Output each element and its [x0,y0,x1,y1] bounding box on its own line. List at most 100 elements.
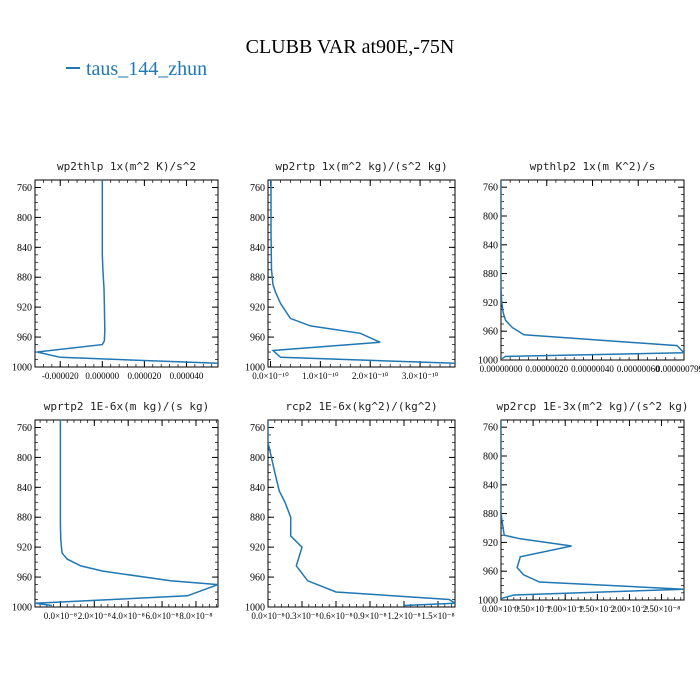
y-tick-label: 960 [483,327,498,338]
panel-title: wp2rcp 1E-3x(m^2 kg)/(s^2 kg) [496,400,688,413]
page-title: CLUBB VAR at90E,-75N [245,36,455,58]
y-tick-label: 920 [483,298,498,309]
y-tick-label: 960 [483,567,498,578]
y-tick-label: 800 [17,453,32,464]
y-tick-label: 840 [17,243,32,254]
plot-frame [500,179,685,361]
y-tick-label: 880 [483,509,498,520]
x-tick-label: 1.0×10⁻¹⁰ [302,371,339,381]
plot-frame [267,419,456,608]
series-line [35,420,218,607]
legend-label: taus_144_zhun [86,58,208,80]
x-tick-label: 0.9×10⁻⁸ [353,611,386,621]
y-tick-label: 840 [483,480,498,491]
y-tick-label: 960 [17,333,32,344]
y-tick-label: 1000 [478,356,498,367]
y-tick-label: 880 [17,273,32,284]
x-tick-label: 0.00×10⁻⁸ [482,604,520,614]
plot-frame [267,179,456,368]
x-tick-label: 0.6×10⁻⁸ [319,611,352,621]
panel-title: wp2rtp 1x(m^2 kg)/(s^2 kg) [275,160,447,173]
x-tick-label: 0.00000060 [617,364,660,374]
y-tick-label: 920 [17,303,32,314]
y-tick-label: 800 [17,213,32,224]
chart-panel-2: wp2rtp 1x(m^2 kg)/(s^2 kg) 760 800 840 880 92… [245,160,456,381]
y-tick-label: 760 [17,423,32,434]
panel-title: wpthlp2 1x(m K^2)/s [530,160,656,173]
chart-panel-1: wp2thlp 1x(m^2 K)/s^2 760 800 840 880 920 960 1… [12,160,219,381]
x-tick-label: 0.000000 [85,371,119,381]
series-line [268,420,455,607]
y-tick-label: 800 [483,452,498,463]
y-tick-label: 800 [250,453,265,464]
chart-panel-5: rcp2 1E-6x(kg^2)/(kg^2) 760 800 840 880 920 96… [245,400,456,621]
x-tick-label: 0.00000000 [480,364,523,374]
y-tick-label: 1000 [245,363,265,374]
y-tick-label: 1000 [478,596,498,607]
y-tick-label: 760 [17,183,32,194]
x-tick-label: 1.2×10⁻⁸ [387,611,420,621]
x-tick-label: 0.000020 [128,371,162,381]
y-tick-label: 920 [483,538,498,549]
y-tick-label: 880 [250,273,265,284]
x-tick-label: 2.00×10⁻⁸ [611,604,649,614]
y-tick-label: 840 [17,483,32,494]
x-tick-label: 2.0×10⁻¹⁰ [352,371,389,381]
y-tick-label: 920 [250,543,265,554]
y-tick-label: 760 [483,423,498,434]
panel-title: wp2thlp 1x(m^2 K)/s^2 [57,160,196,173]
x-tick-label: 2.50×10⁻⁸ [643,604,681,614]
y-tick-label: 920 [250,303,265,314]
legend-line-swatch [66,67,80,70]
x-tick-label: 0.0×10⁻¹⁰ [252,371,289,381]
x-tick-label: 1.50×10⁻⁸ [578,604,616,614]
series-line [270,180,455,365]
y-tick-label: 1000 [245,603,265,614]
y-tick-label: 880 [17,513,32,524]
plot-frame [500,419,685,601]
x-tick-label: 4.0×10⁻⁸ [112,611,145,621]
x-tick-label: 0.0×10⁻⁸ [44,611,77,621]
x-tick-label: 0.000040 [170,371,204,381]
x-tick-label: 1.5×10⁻⁸ [421,611,454,621]
y-tick-label: 760 [250,183,265,194]
chart-panel-4: wprtp2 1E-6x(m kg)/(s kg) 760 800 840 880 920… [12,400,219,621]
x-tick-label: 3.0×10⁻¹⁰ [402,371,439,381]
x-tick-label: 0.3×10⁻⁸ [285,611,318,621]
y-tick-label: 840 [483,240,498,251]
y-tick-label: 840 [250,483,265,494]
y-tick-label: 880 [483,269,498,280]
x-tick-label: 0.0×10⁻⁸ [251,611,284,621]
x-tick-label: 0.50×10⁻⁸ [514,604,552,614]
legend: taus_144_zhun [66,58,207,81]
y-tick-label: 1000 [12,603,32,614]
panel-title: rcp2 1E-6x(kg^2)/(kg^2) [285,400,437,413]
y-tick-label: 960 [250,333,265,344]
x-tick-label: 8.0×10⁻⁸ [179,611,212,621]
y-tick-label: 760 [483,183,498,194]
panel-title: wprtp2 1E-6x(m kg)/(s kg) [44,400,210,413]
y-tick-label: 760 [250,423,265,434]
series-line [36,180,218,365]
x-tick-label: 6.0×10⁻⁸ [145,611,178,621]
x-tick-label: -0.000020 [42,371,79,381]
series-line [501,180,684,360]
y-tick-label: 920 [17,543,32,554]
y-tick-label: 840 [250,243,265,254]
x-tick-label: 0.00000020 [525,364,568,374]
x-tick-label: 0.00000040 [571,364,614,374]
x-tick-label: 1.00×10⁻⁸ [546,604,584,614]
y-tick-label: 800 [483,212,498,223]
chart-panel-6: wp2rcp 1E-3x(m^2 kg)/(s^2 kg) 760 800 840 88… [478,400,689,614]
x-tick-label: 2.0×10⁻⁸ [78,611,111,621]
y-tick-label: 1000 [12,363,32,374]
plot-frame [34,419,219,608]
y-tick-label: 880 [250,513,265,524]
plot-frame [34,179,219,368]
y-tick-label: 960 [17,573,32,584]
y-tick-label: 960 [250,573,265,584]
chart-panel-3: wpthlp2 1x(m K^2)/s 760 800 840 880 920 960 100… [478,160,700,374]
series-line [501,420,684,600]
x-tick-label: 0.00000079999 [656,364,700,374]
